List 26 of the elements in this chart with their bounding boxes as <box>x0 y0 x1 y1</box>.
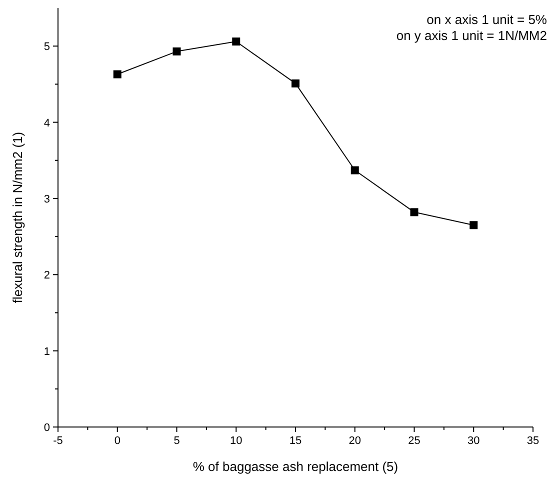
y-tick-label: 4 <box>44 117 50 130</box>
y-axis-title: flexural strength in N/mm2 (1) <box>10 132 25 304</box>
x-tick-label: 0 <box>114 435 120 447</box>
y-tick-label: 0 <box>44 422 50 434</box>
x-tick-label: 30 <box>468 435 480 447</box>
point <box>470 221 478 230</box>
point <box>172 47 181 56</box>
point <box>410 208 418 216</box>
y-tick-label: 1 <box>44 346 50 358</box>
point <box>232 38 240 46</box>
x-axis-title: % of baggasse ash replacement (5) <box>192 459 398 474</box>
annotation: on x axis 1 unit = 5% <box>426 12 548 27</box>
x-tick-label: 25 <box>408 435 420 447</box>
x-tick-label: -5 <box>53 435 63 447</box>
point <box>350 166 359 174</box>
annotation: on y axis 1 unit = 1N/MM2 <box>396 28 547 43</box>
y-tick-label: 2 <box>44 270 50 282</box>
x-tick-label: 35 <box>526 435 540 447</box>
x-tick-label: 15 <box>289 435 302 447</box>
x-tick-label: 20 <box>348 435 361 447</box>
y-tick-label: 3 <box>44 193 50 206</box>
y-tick-label: 5 <box>44 41 50 54</box>
x-tick-label: 5 <box>174 435 180 447</box>
point <box>292 79 300 88</box>
point <box>113 70 122 78</box>
x-tick-label: 10 <box>230 435 242 447</box>
